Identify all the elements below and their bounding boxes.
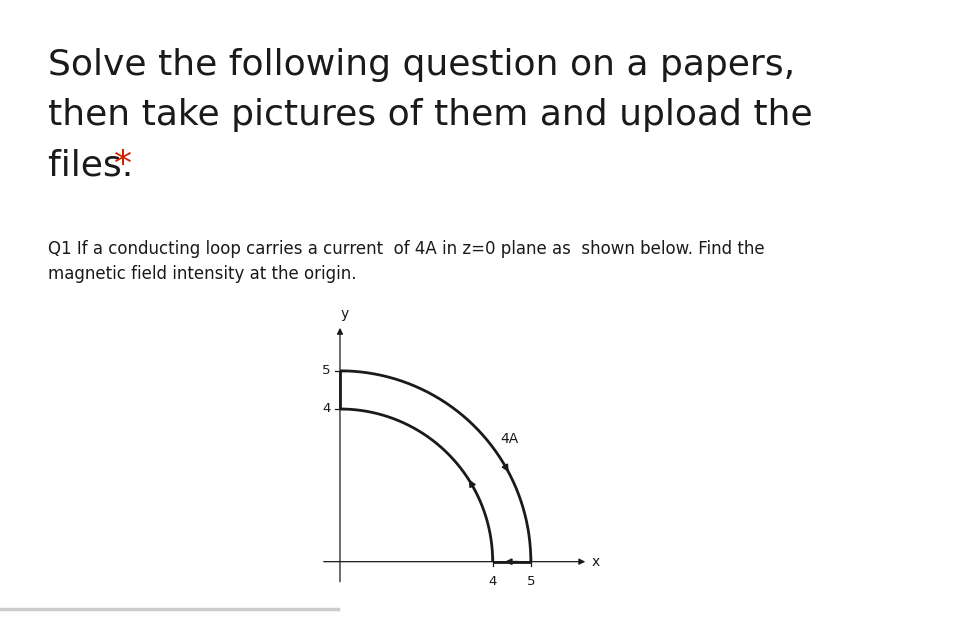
- Text: 4A: 4A: [500, 432, 518, 447]
- Text: Q1 If a conducting loop carries a current  of 4A in z=0 plane as  shown below. F: Q1 If a conducting loop carries a curren…: [48, 240, 765, 258]
- Text: Solve the following question on a papers,: Solve the following question on a papers…: [48, 49, 796, 82]
- Text: magnetic field intensity at the origin.: magnetic field intensity at the origin.: [48, 265, 357, 283]
- Text: y: y: [340, 307, 349, 321]
- Text: *: *: [114, 148, 132, 182]
- Text: 5: 5: [527, 575, 535, 588]
- Text: 4: 4: [322, 402, 331, 416]
- Text: 4: 4: [488, 575, 497, 588]
- Text: 5: 5: [322, 364, 331, 378]
- Text: files.: files.: [48, 148, 145, 182]
- Text: x: x: [592, 554, 601, 569]
- Text: then take pictures of them and upload the: then take pictures of them and upload th…: [48, 98, 813, 132]
